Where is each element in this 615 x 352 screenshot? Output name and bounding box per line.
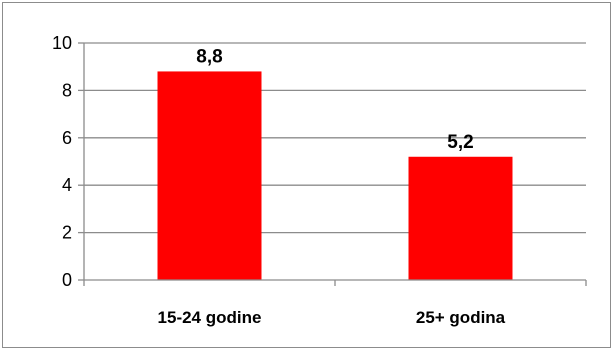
labels: 0 2 4 6 8 10 8,8 15-24 godine 5,2 25+ godina <box>52 33 506 327</box>
bar <box>408 156 513 280</box>
data-label: 5,2 <box>447 132 473 153</box>
x-tick-label: 25+ godina <box>416 308 506 327</box>
data-label: 8,8 <box>196 46 222 67</box>
y-tick-label: 4 <box>62 175 72 195</box>
y-tick-label: 6 <box>62 128 72 148</box>
x-tick-label: 15-24 godine <box>158 308 262 327</box>
axes <box>78 42 587 286</box>
y-tick-label: 10 <box>52 33 72 53</box>
y-tick-label: 8 <box>62 80 72 100</box>
y-tick-label: 2 <box>62 223 72 243</box>
bars <box>157 71 513 280</box>
y-tick-label: 0 <box>62 270 72 290</box>
bar <box>157 71 262 280</box>
